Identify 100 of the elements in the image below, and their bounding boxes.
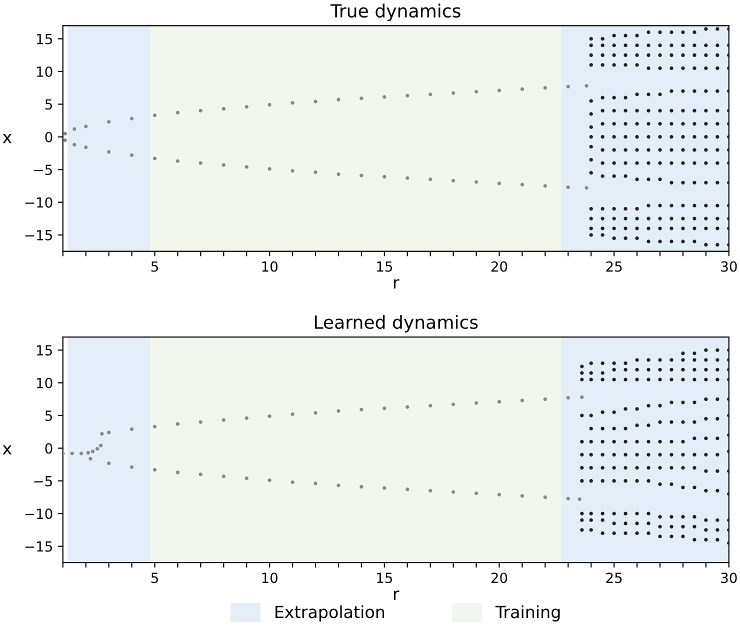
point	[600, 206, 604, 211]
point	[692, 538, 696, 542]
x-axis-title: r	[394, 279, 400, 289]
chart-title: True dynamics	[330, 4, 460, 22]
point	[624, 44, 628, 48]
point	[704, 518, 708, 522]
point	[658, 240, 662, 244]
point	[406, 176, 410, 180]
point	[716, 27, 720, 31]
point	[635, 378, 639, 382]
point	[98, 444, 103, 448]
x-tick-label: 20	[491, 261, 508, 272]
point	[589, 36, 593, 41]
point	[612, 63, 616, 67]
point	[589, 226, 593, 230]
point	[84, 124, 88, 128]
point	[360, 96, 364, 100]
point	[268, 414, 272, 418]
point	[176, 159, 180, 163]
point	[692, 30, 696, 34]
point	[681, 378, 685, 382]
point	[704, 242, 708, 247]
point	[612, 531, 616, 536]
point	[382, 406, 386, 410]
point	[716, 518, 720, 522]
point	[600, 53, 604, 57]
point	[244, 104, 248, 109]
point	[658, 524, 662, 528]
point	[244, 416, 248, 420]
point	[314, 411, 318, 415]
point	[670, 368, 674, 372]
point	[290, 412, 294, 416]
point	[543, 184, 548, 188]
point	[646, 216, 650, 220]
point	[451, 178, 456, 183]
point	[646, 44, 650, 48]
point	[692, 240, 696, 244]
point	[670, 358, 674, 362]
point	[96, 447, 100, 451]
point	[360, 408, 364, 412]
point	[152, 156, 157, 160]
legend-label: Training	[495, 605, 560, 622]
point	[646, 53, 650, 57]
point	[130, 427, 134, 432]
point	[244, 165, 248, 169]
point	[716, 368, 720, 372]
point	[497, 181, 502, 186]
point	[670, 226, 674, 230]
point	[635, 531, 639, 536]
point	[428, 404, 432, 408]
point	[600, 233, 604, 237]
point	[336, 98, 340, 102]
point	[130, 465, 134, 469]
point	[406, 94, 410, 98]
point	[704, 378, 708, 382]
point	[268, 103, 272, 107]
x-tick-label: 10	[262, 572, 278, 584]
point	[198, 108, 203, 113]
point	[580, 512, 584, 516]
point	[584, 186, 588, 190]
x-tick-label: 20	[491, 572, 508, 584]
point	[681, 524, 685, 528]
point	[106, 430, 111, 434]
point	[658, 358, 662, 362]
point	[670, 204, 674, 208]
point	[658, 204, 662, 208]
point	[222, 163, 226, 167]
point	[681, 66, 685, 70]
point	[670, 240, 674, 244]
point	[692, 66, 696, 70]
point	[646, 378, 650, 382]
y-tick-label: 15	[37, 345, 52, 356]
legend-label: Extrapolation	[276, 605, 384, 622]
point	[198, 472, 203, 476]
y-tick-label: 0	[45, 132, 52, 142]
point	[600, 63, 604, 67]
point	[336, 409, 340, 413]
y-tick-label: −10	[25, 197, 52, 208]
point	[84, 146, 88, 150]
point	[704, 27, 708, 31]
point	[612, 206, 616, 211]
point	[152, 424, 157, 428]
point	[222, 474, 226, 478]
x-tick-label: 30	[721, 572, 737, 584]
point	[63, 132, 68, 136]
point	[600, 44, 604, 48]
point	[474, 180, 478, 184]
point	[716, 242, 720, 247]
x-tick-label: 5	[151, 261, 158, 272]
point	[692, 358, 696, 362]
y-tick-label: −5	[34, 476, 52, 486]
point	[497, 400, 502, 404]
point	[716, 378, 720, 382]
point	[268, 167, 272, 171]
point	[681, 358, 685, 362]
point	[600, 378, 604, 382]
point	[106, 150, 111, 154]
point	[290, 101, 294, 105]
y-tick-label: 10	[37, 66, 52, 77]
point	[589, 361, 593, 366]
